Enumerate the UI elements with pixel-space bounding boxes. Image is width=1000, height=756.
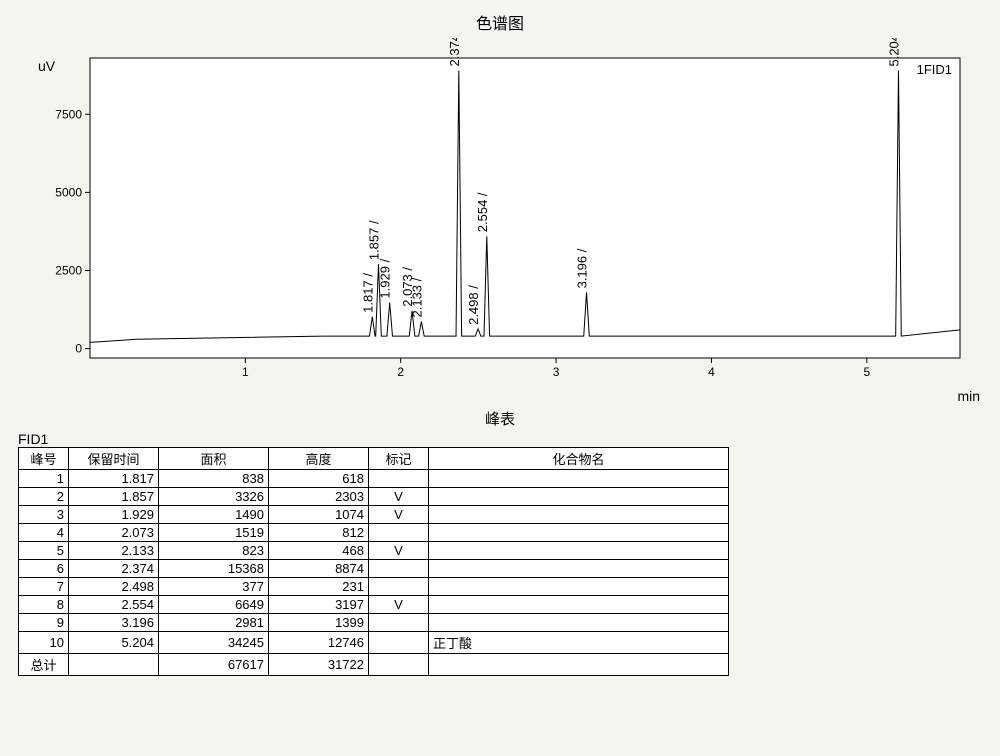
svg-text:1FID1: 1FID1 bbox=[917, 62, 952, 77]
svg-text:5000: 5000 bbox=[55, 185, 82, 199]
x-axis-unit: min bbox=[957, 388, 980, 404]
svg-text:2.133 /: 2.133 / bbox=[409, 277, 424, 317]
table-row: 21.85733262303V bbox=[19, 488, 729, 506]
svg-text:3: 3 bbox=[553, 365, 560, 379]
table-row: 93.19629811399 bbox=[19, 614, 729, 632]
detector-label: FID1 bbox=[18, 431, 990, 447]
table-total-row: 总计6761731722 bbox=[19, 654, 729, 676]
table-row: 105.2043424512746正丁酸 bbox=[19, 632, 729, 654]
svg-text:7500: 7500 bbox=[55, 107, 82, 121]
table-row: 42.0731519812 bbox=[19, 524, 729, 542]
peak-table: 峰号保留时间面积高度标记化合物名11.81783861821.857332623… bbox=[18, 447, 729, 676]
svg-text:5.204 / 正丁酸: 5.204 / 正丁酸 bbox=[886, 38, 901, 67]
table-row: 82.55466493197V bbox=[19, 596, 729, 614]
table-row: 62.374153688874 bbox=[19, 560, 729, 578]
table-header: 化合物名 bbox=[429, 448, 729, 470]
svg-text:2.374 /: 2.374 / bbox=[447, 38, 462, 67]
svg-text:1: 1 bbox=[242, 365, 249, 379]
svg-text:1.929 /: 1.929 / bbox=[378, 258, 393, 298]
table-row: 31.92914901074V bbox=[19, 506, 729, 524]
svg-text:1.857 /: 1.857 / bbox=[366, 220, 381, 260]
svg-text:2: 2 bbox=[397, 365, 404, 379]
table-header: 面积 bbox=[159, 448, 269, 470]
table-header: 标记 bbox=[369, 448, 429, 470]
svg-text:4: 4 bbox=[708, 365, 715, 379]
table-header: 保留时间 bbox=[69, 448, 159, 470]
table-header: 高度 bbox=[269, 448, 369, 470]
svg-text:2.498 /: 2.498 / bbox=[466, 285, 481, 325]
chart-title: 色谱图 bbox=[10, 10, 990, 34]
y-axis-unit: uV bbox=[38, 58, 55, 74]
svg-text:5: 5 bbox=[863, 365, 870, 379]
table-header: 峰号 bbox=[19, 448, 69, 470]
chromatogram-svg: 0 2500 5000 7500 1 2 3 4 5 1FID1 1.817 / 1.857 /1.9… bbox=[20, 38, 980, 398]
peak-table-title: 峰表 bbox=[10, 408, 990, 429]
svg-text:2500: 2500 bbox=[55, 264, 82, 278]
table-row: 72.498377231 bbox=[19, 578, 729, 596]
table-row: 52.133823468V bbox=[19, 542, 729, 560]
svg-text:3.196 /: 3.196 / bbox=[575, 248, 590, 288]
table-row: 11.817838618 bbox=[19, 470, 729, 488]
svg-text:2.554 /: 2.554 / bbox=[475, 192, 490, 232]
svg-text:1.817 /: 1.817 / bbox=[360, 273, 375, 313]
chromatogram-chart: uV 0 2500 5000 7500 1 2 3 4 5 1FID1 1.817 / 1.857 /… bbox=[20, 38, 980, 398]
svg-text:0: 0 bbox=[75, 342, 82, 356]
